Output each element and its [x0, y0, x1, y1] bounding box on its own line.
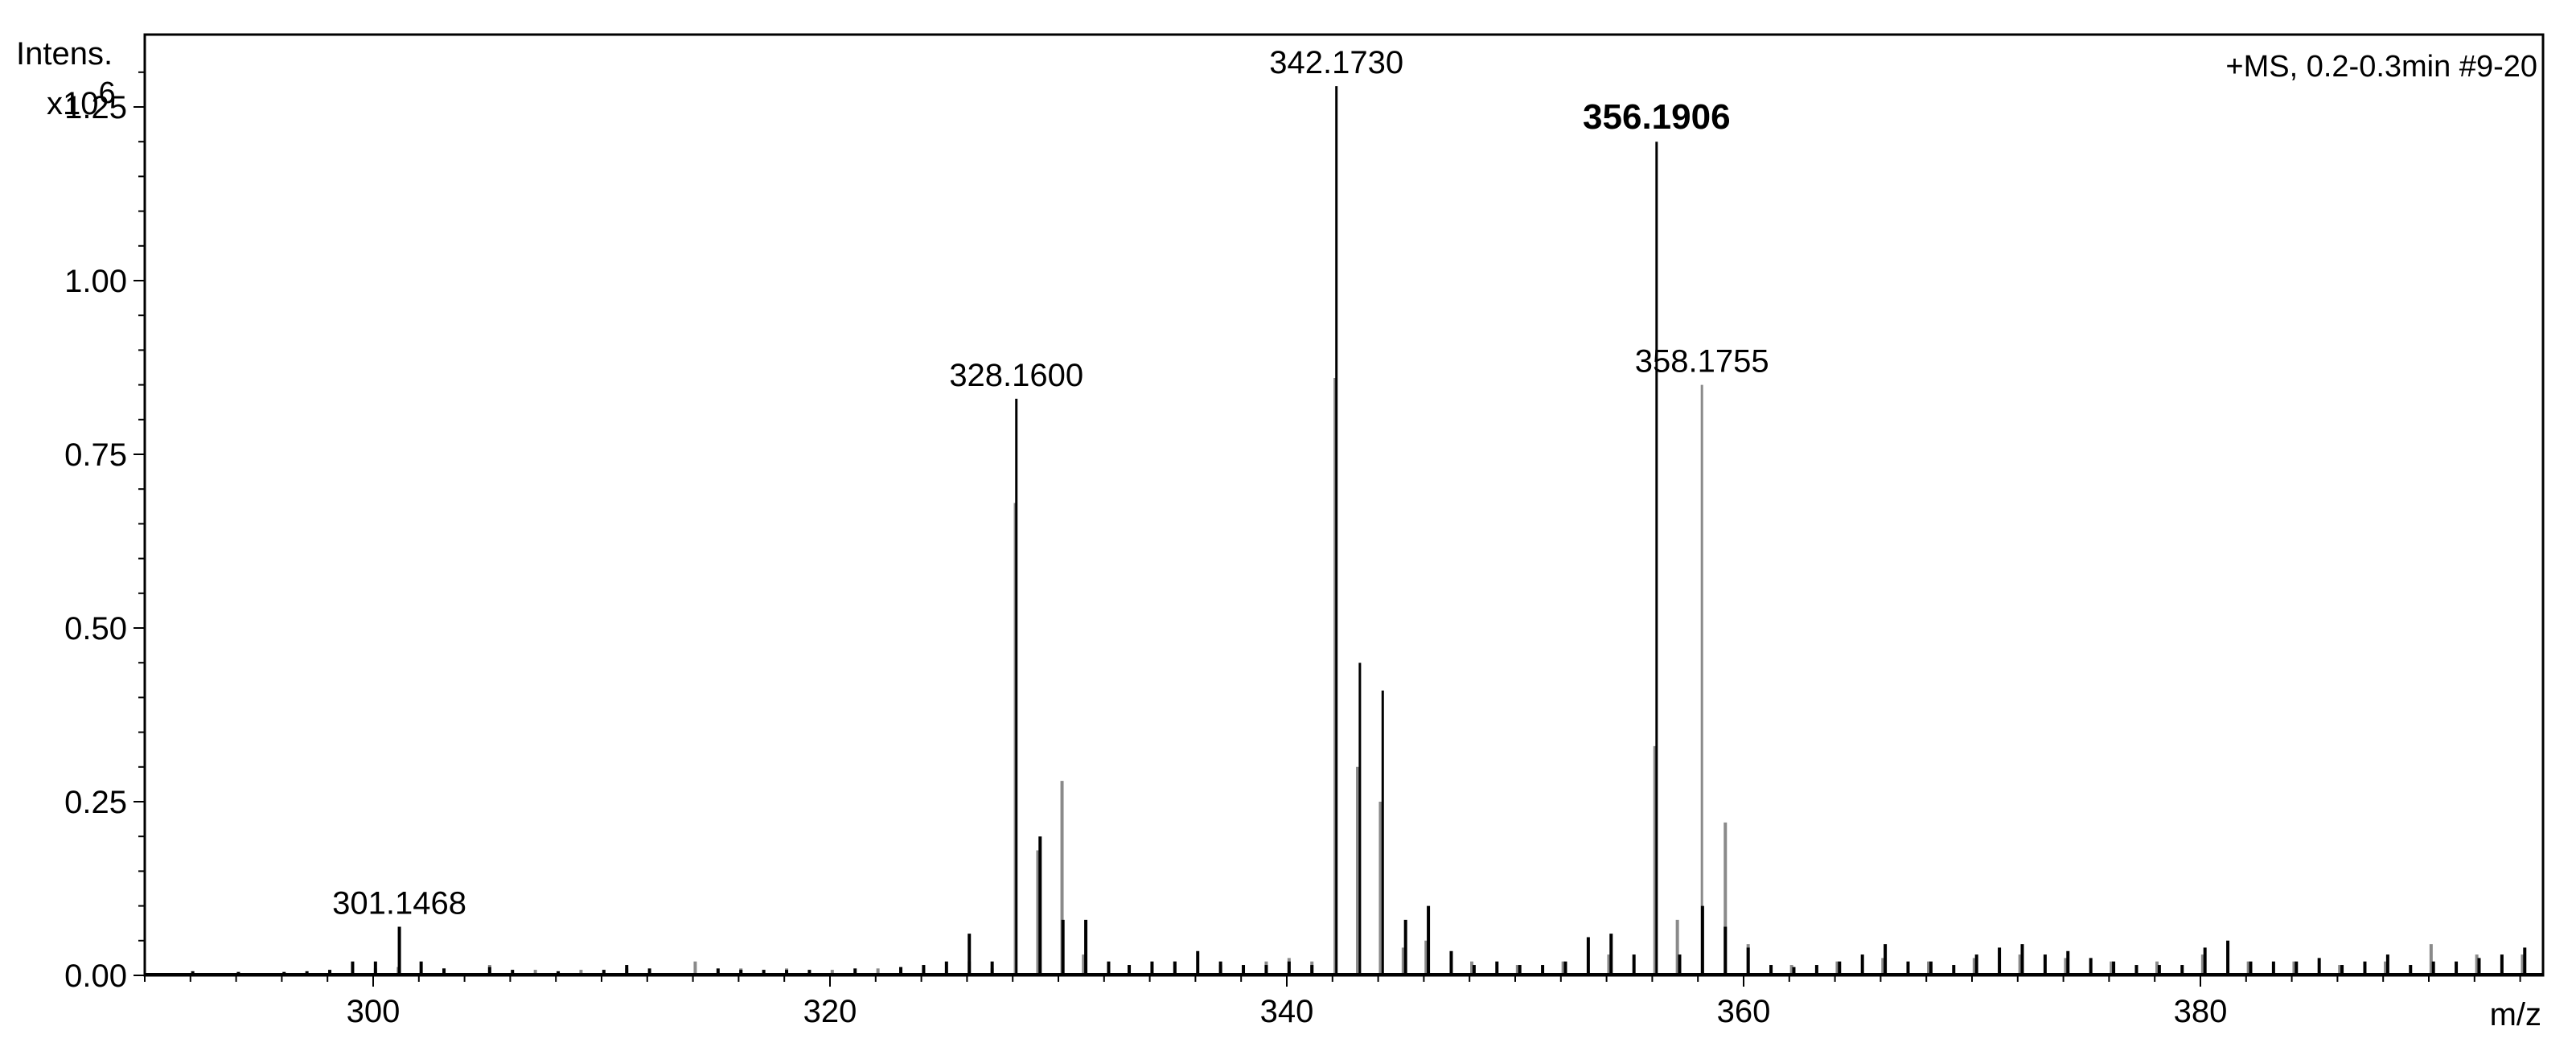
x-tick-label: 300: [347, 994, 401, 1029]
y-tick-label: 0.00: [64, 958, 127, 994]
y-tick-label: 0.25: [64, 785, 127, 820]
peak-label: 358.1755: [1635, 344, 1769, 380]
y-tick-label: 0.75: [64, 437, 127, 473]
axes-layer: [143, 33, 2545, 977]
plot-frame: [143, 33, 2545, 977]
y-scale-exponent: 6: [99, 76, 116, 110]
peak-label: 342.1730: [1269, 45, 1403, 80]
peak-label: 301.1468: [332, 886, 466, 921]
y-tick-label: 0.50: [64, 611, 127, 646]
labels-layer: Intens. x106 +MS, 0.2-0.3min #9-20 m/z: [16, 36, 2541, 1032]
x-tick-label: 340: [1260, 994, 1314, 1029]
annotations-layer: 301.1468 328.1600 342.1730 356.1906 358.1755: [332, 45, 1769, 921]
y-axis-label: Intens.: [16, 36, 113, 72]
peaks-layer: [145, 86, 2543, 975]
y-scale-base: x10: [47, 86, 99, 121]
x-tick-label: 380: [2174, 994, 2228, 1029]
peak-label: 328.1600: [949, 358, 1083, 393]
y-tick-label: 1.25: [64, 90, 127, 125]
y-scale-label: x106: [47, 76, 116, 121]
ticks-layer: 300 320 340 360 380 0.00 0.25 0.50 0.75 1.00 1.25: [64, 71, 2521, 1029]
y-tick-label: 1.00: [64, 264, 127, 299]
spectrum-title: +MS, 0.2-0.3min #9-20: [2225, 50, 2537, 84]
x-tick-label: 320: [803, 994, 857, 1029]
peak-label: 356.1906: [1583, 97, 1731, 137]
x-tick-label: 360: [1717, 994, 1771, 1029]
x-axis-label: m/z: [2490, 997, 2541, 1032]
